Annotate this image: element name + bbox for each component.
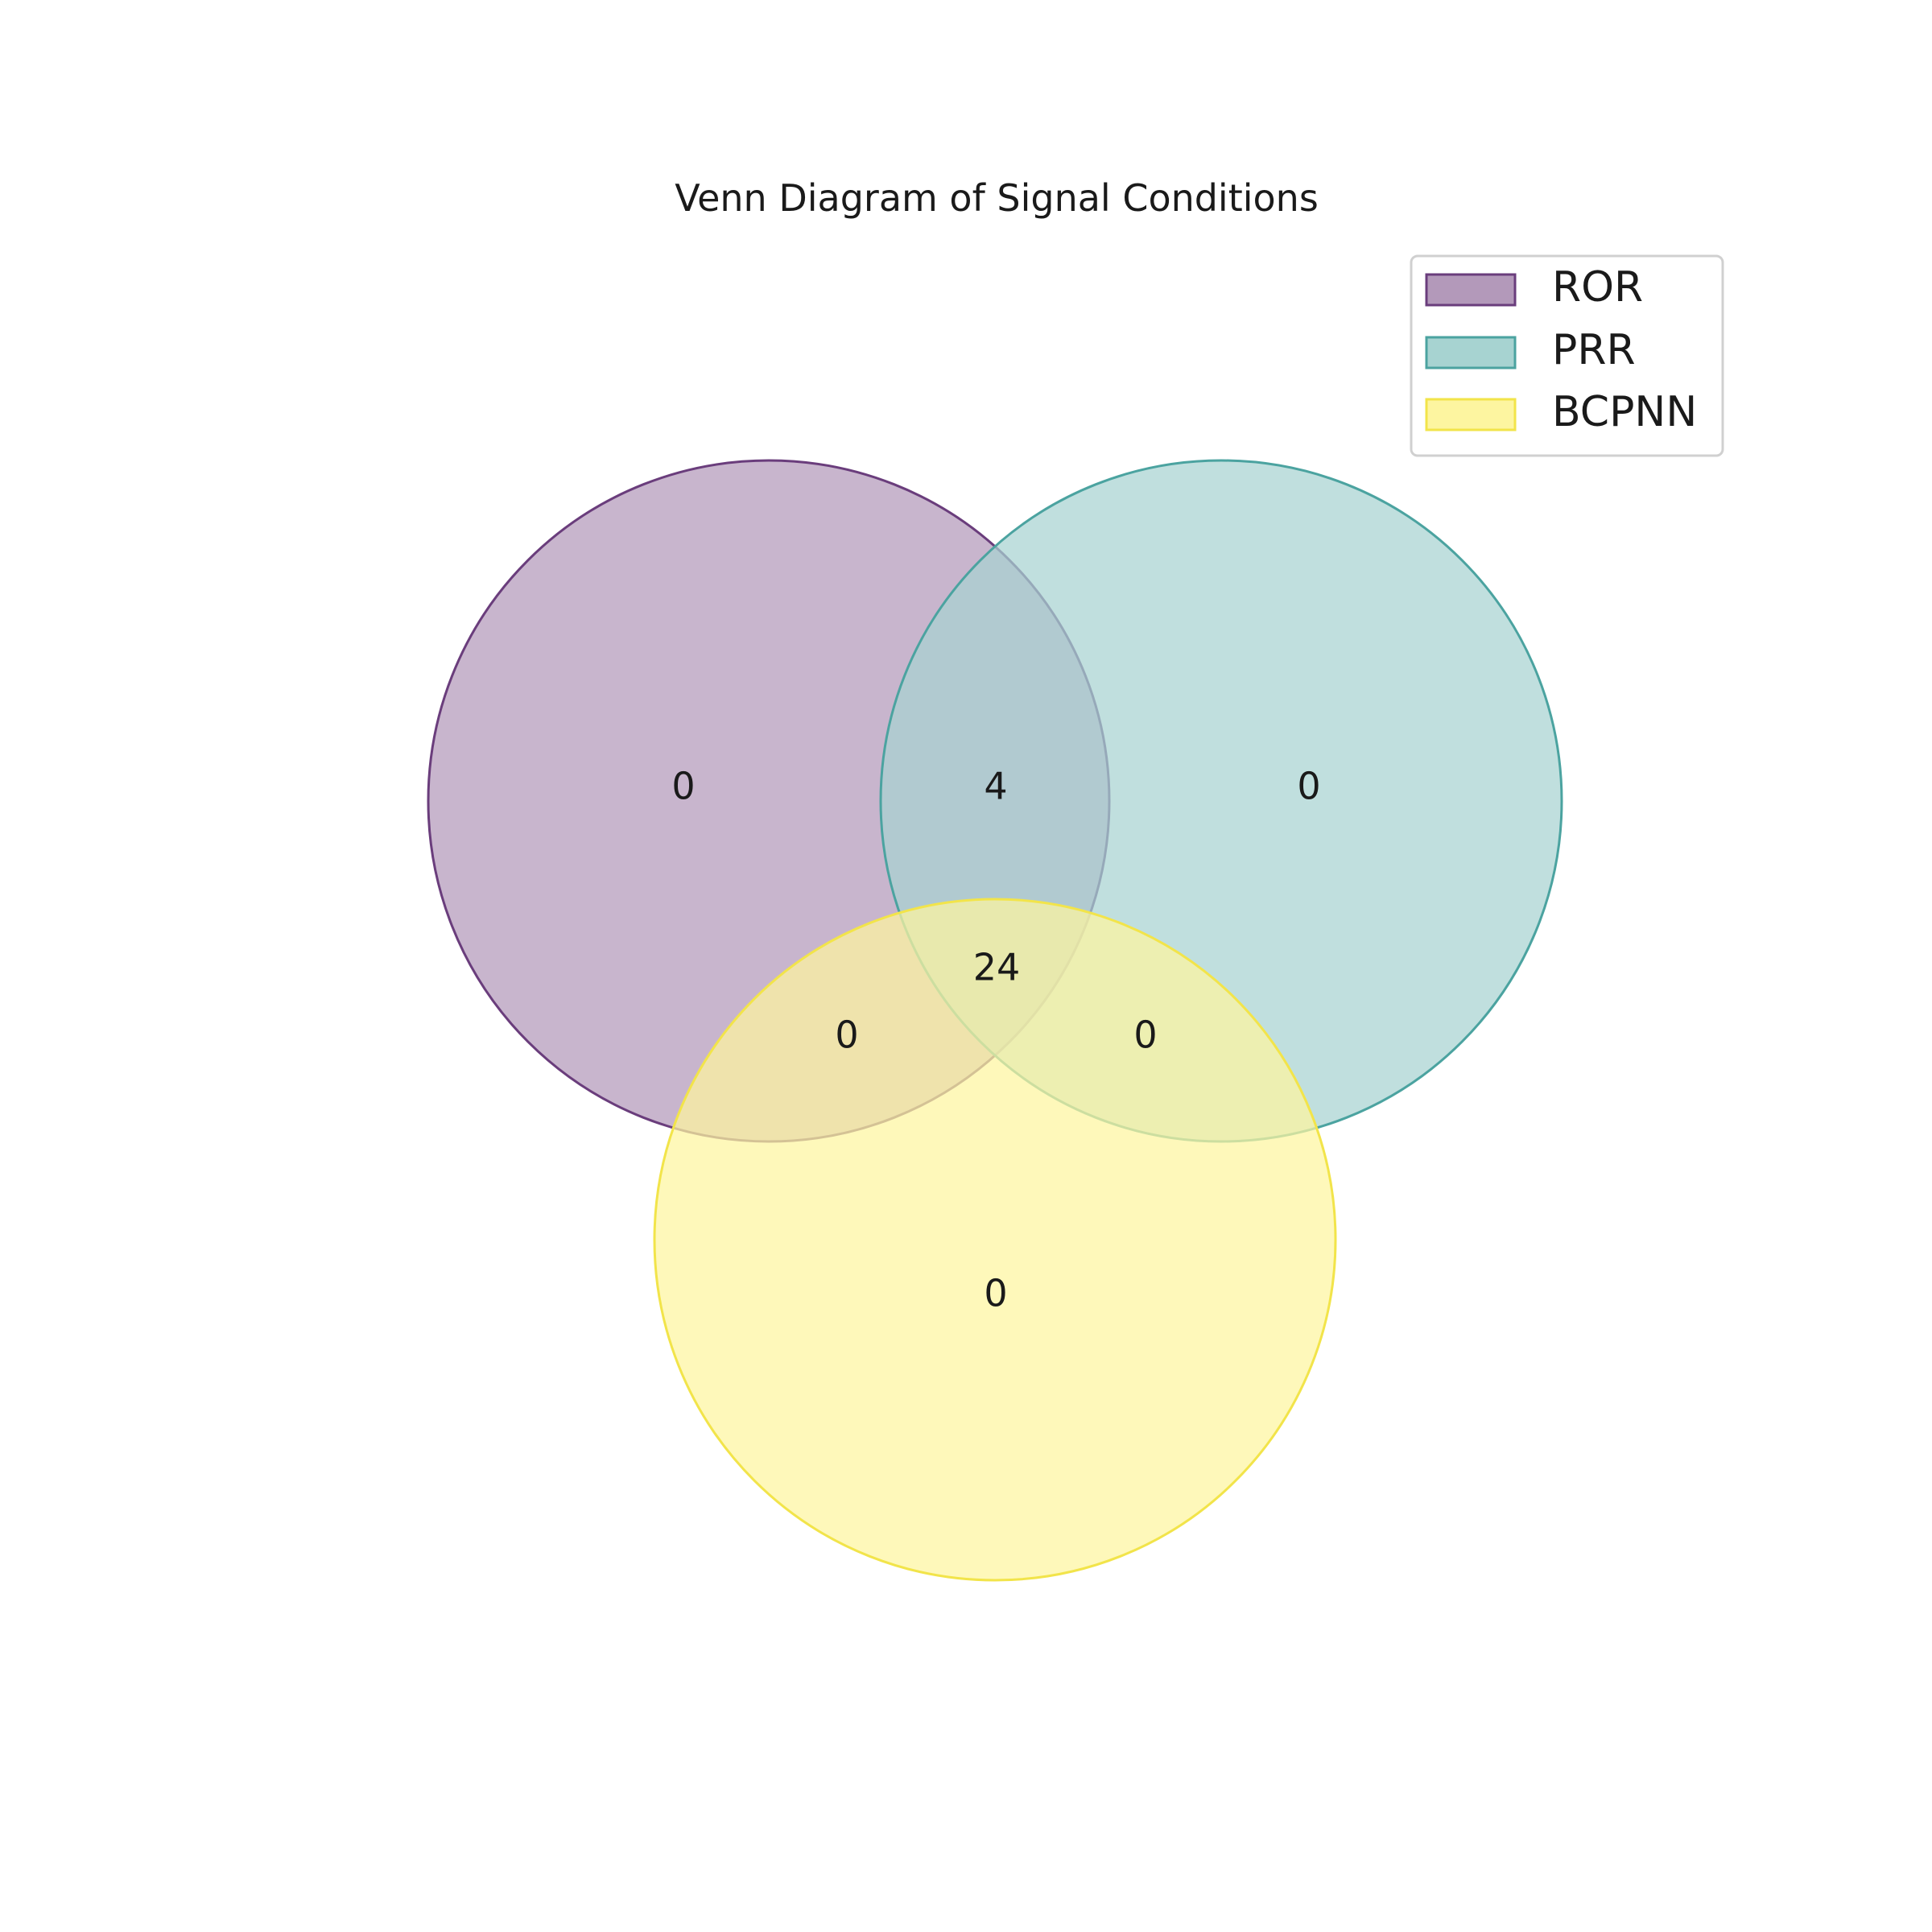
region-label-prr-bcpnn: 0 (1133, 1013, 1157, 1057)
set-circle-bcpnn (653, 898, 1337, 1582)
region-label-ror-bcpnn: 0 (835, 1013, 858, 1057)
legend-label-bcpnn: BCPNN (1552, 388, 1697, 436)
region-label-ror-prr: 4 (984, 765, 1007, 808)
legend-swatch-ror (1425, 273, 1517, 307)
legend-swatch-prr (1425, 336, 1517, 369)
region-label-ror-prr-bcpnn: 24 (973, 946, 1021, 989)
region-label-ror-only: 0 (671, 765, 695, 808)
legend-label-prr: PRR (1552, 326, 1636, 374)
legend-swatch-bcpnn (1425, 398, 1517, 431)
chart-title: Venn Diagram of Signal Conditions (675, 176, 1319, 220)
region-labels: 0 0 4 24 0 0 0 (671, 765, 1320, 1315)
region-label-prr-only: 0 (1297, 765, 1320, 808)
region-label-bcpnn-only: 0 (984, 1272, 1007, 1315)
legend-label-ror: ROR (1552, 263, 1643, 312)
legend: ROR PRR BCPNN (1410, 254, 1724, 457)
set-circles (427, 459, 1563, 1582)
